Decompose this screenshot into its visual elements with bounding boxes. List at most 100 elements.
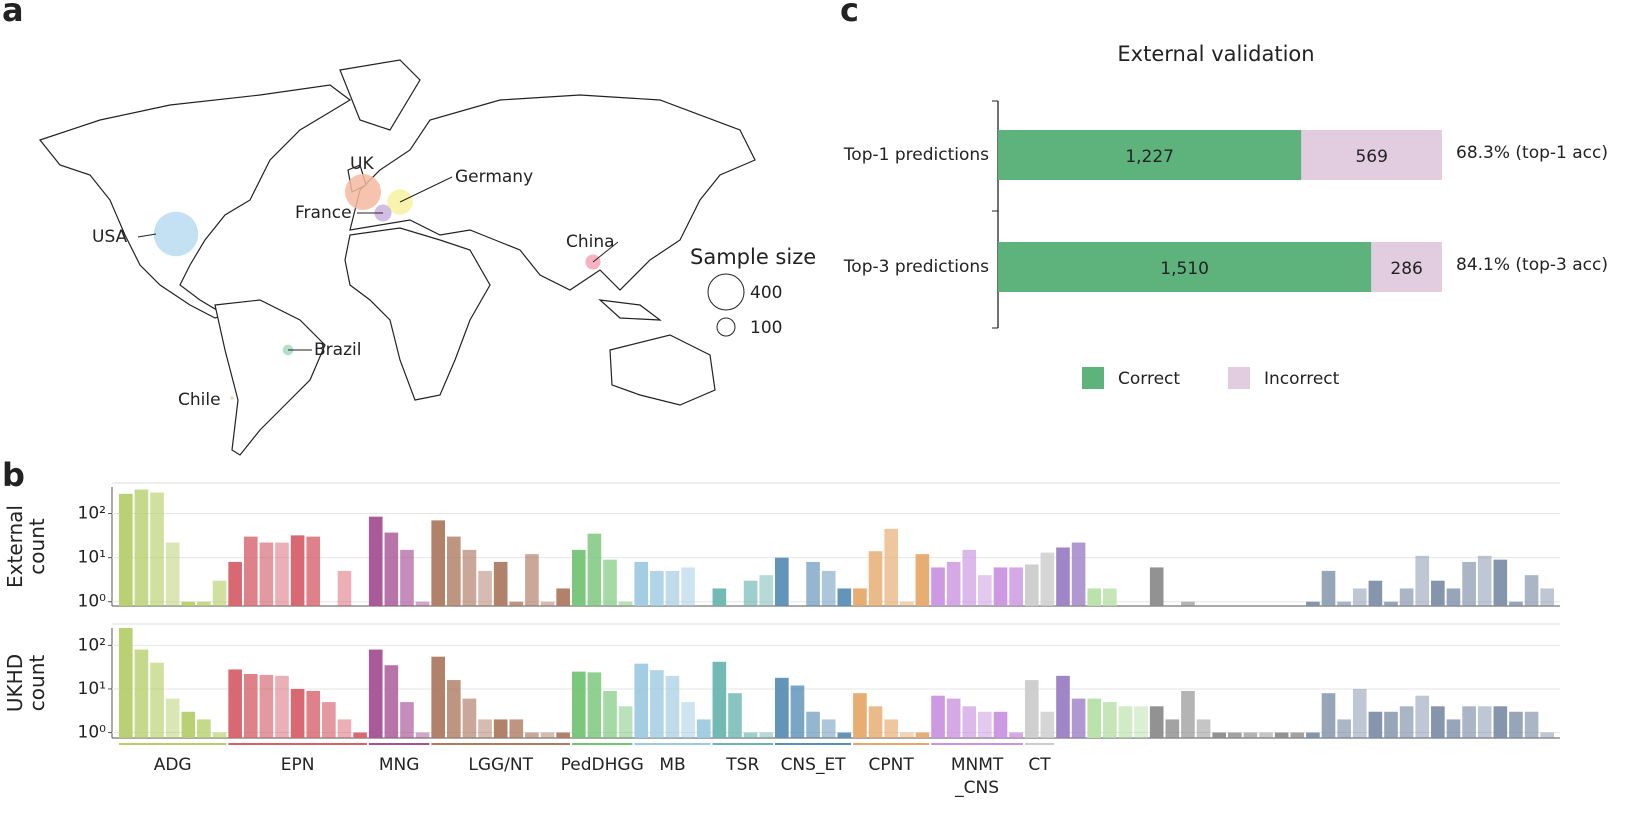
world-map: [38, 59, 756, 456]
bar: [1103, 702, 1117, 738]
bar: [806, 561, 820, 606]
bar: [587, 533, 602, 606]
bar: [931, 567, 945, 606]
islands: [598, 299, 662, 321]
bar: [447, 536, 461, 606]
bar: [1227, 732, 1242, 738]
bar: [931, 695, 945, 738]
value-label: 569: [1355, 147, 1387, 167]
panel-label: b: [2, 456, 25, 494]
bar: [243, 536, 258, 606]
bar: [259, 674, 274, 738]
bar: [681, 702, 695, 738]
value-label: 1,227: [1125, 147, 1174, 167]
bar: [915, 732, 930, 738]
bar: [119, 628, 133, 738]
bar: [978, 575, 992, 606]
bar-segment: [1301, 130, 1442, 180]
bar: [181, 601, 196, 606]
bar: [946, 561, 961, 606]
legend-swatch: [1082, 367, 1104, 389]
bar: [884, 719, 898, 738]
bar: [368, 649, 383, 738]
bar: [462, 549, 477, 606]
bar: [525, 554, 539, 606]
bar: [993, 711, 1008, 738]
bar: [1024, 564, 1039, 606]
legend-swatch: [1228, 367, 1250, 389]
country-label: Brazil: [314, 340, 361, 360]
bar: [1009, 732, 1023, 738]
bar: [743, 580, 758, 606]
bar: [962, 706, 977, 738]
bar: [1352, 588, 1367, 606]
legend-label: 400: [750, 283, 782, 303]
bar: [1509, 601, 1523, 606]
bar: [1259, 732, 1273, 738]
value-label: 286: [1390, 259, 1422, 279]
group-label: CT: [1028, 755, 1051, 775]
bar: [197, 601, 211, 606]
country-label: Chile: [178, 390, 221, 410]
panel-label: a: [2, 0, 24, 29]
bar: [603, 690, 617, 738]
bar: [571, 671, 586, 738]
y-tick-label: 10⁰: [78, 592, 107, 612]
bar: [1149, 567, 1164, 606]
bar-segment: [1371, 242, 1442, 292]
bar: [681, 567, 695, 606]
bar: [837, 588, 852, 606]
legend-label: 100: [750, 318, 782, 338]
bar: [837, 732, 852, 738]
bar-segment: [998, 130, 1302, 180]
leader-line: [592, 241, 619, 263]
bar: [1040, 552, 1055, 606]
bar: [1118, 706, 1133, 738]
bar: [587, 672, 602, 738]
bar: [1134, 706, 1148, 738]
legend-bubble: [716, 317, 736, 337]
bar: [1071, 698, 1086, 738]
bar: [1212, 732, 1226, 738]
group-label: CPNT: [869, 755, 915, 775]
bar: [1165, 719, 1180, 738]
group-label: MNMT: [951, 755, 1004, 775]
bar: [1431, 706, 1445, 738]
bar: [1009, 567, 1023, 606]
bar: [1462, 561, 1476, 606]
bar: [978, 711, 992, 738]
bar: [1306, 732, 1320, 738]
bar: [415, 732, 430, 738]
bar: [150, 662, 164, 738]
bar-segment: [998, 242, 1372, 292]
bar: [1493, 559, 1508, 606]
country-label: China: [566, 232, 615, 252]
y-axis-label-line: count: [25, 518, 49, 575]
legend-bubble: [707, 273, 745, 311]
bar: [384, 532, 399, 606]
bar: [368, 516, 383, 606]
greenland: [339, 59, 421, 131]
bar: [1540, 732, 1554, 738]
legend-label: Correct: [1118, 369, 1180, 389]
bar: [1368, 580, 1383, 606]
bar: [1415, 555, 1430, 606]
bubble: [153, 211, 199, 257]
bar: [1181, 601, 1195, 606]
bar: [1477, 555, 1492, 606]
bar: [400, 702, 414, 738]
bar: [540, 732, 555, 738]
group-label: MB: [659, 755, 685, 775]
bar: [634, 561, 649, 606]
bar: [790, 685, 805, 738]
north-america: [38, 84, 352, 319]
bar: [712, 588, 727, 606]
bar: [134, 489, 149, 606]
bar: [447, 680, 461, 738]
bar: [728, 693, 742, 738]
bar: [603, 559, 617, 606]
bar: [1462, 706, 1476, 738]
y-axis-label-line: UKHD: [3, 654, 27, 712]
bar: [853, 588, 867, 606]
